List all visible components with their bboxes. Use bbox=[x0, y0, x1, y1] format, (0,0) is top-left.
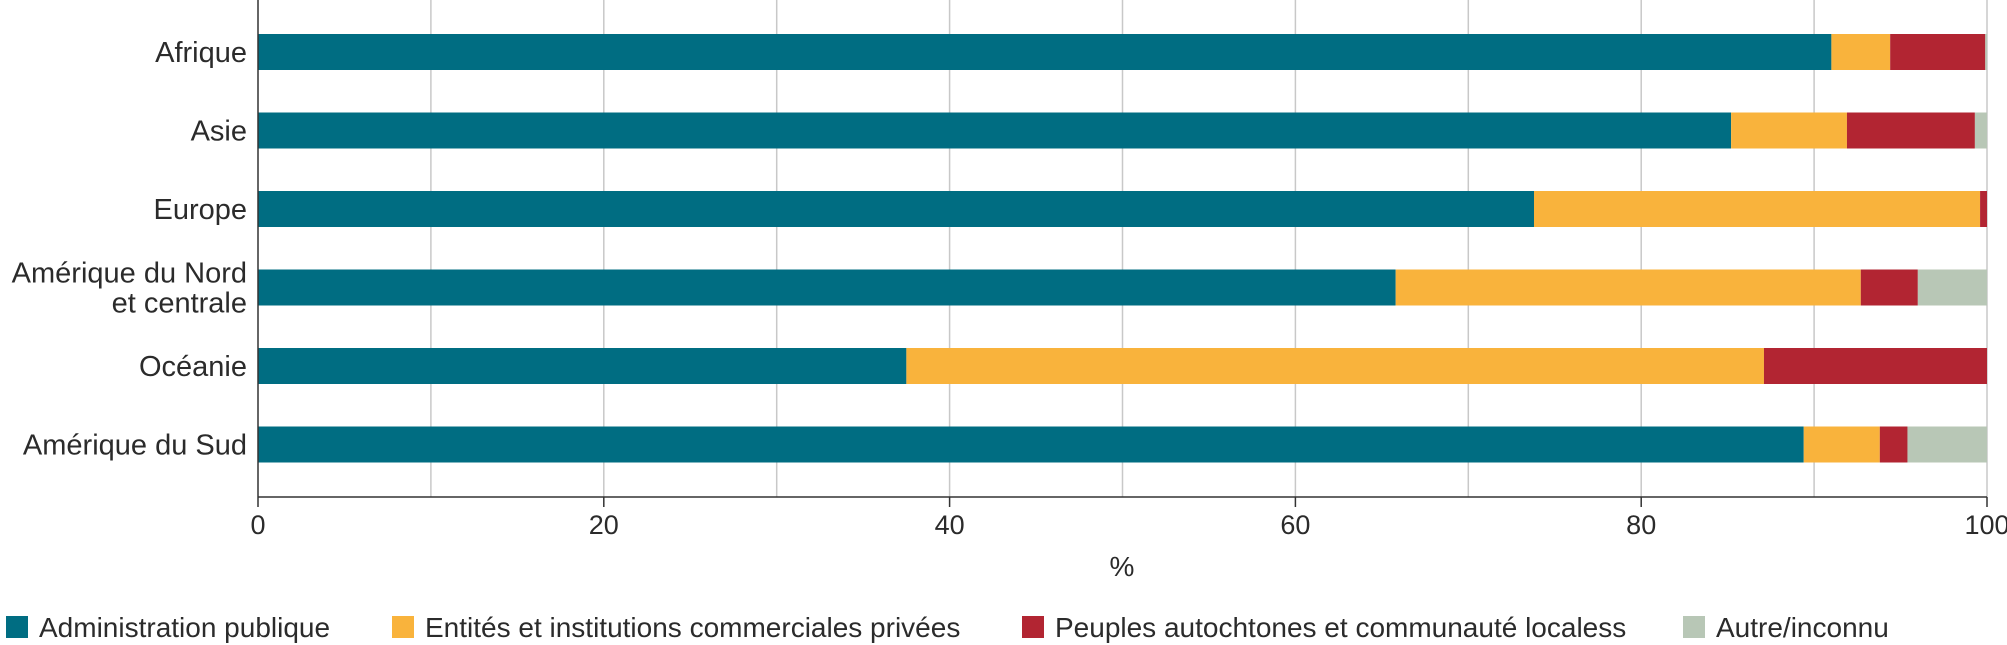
bar-segment bbox=[258, 34, 1832, 70]
category-label: et centrale bbox=[112, 288, 247, 320]
legend: Administration publique Entités et instit… bbox=[6, 612, 1889, 643]
bar-segment bbox=[258, 112, 1732, 149]
bars bbox=[258, 34, 1987, 463]
category-label: Amérique du Nord bbox=[12, 258, 247, 290]
bar-segment bbox=[1846, 112, 1975, 149]
legend-label: Autre/inconnu bbox=[1716, 612, 1889, 643]
bar-segment bbox=[1731, 112, 1847, 149]
bar-segment bbox=[258, 191, 1535, 227]
legend-label: Administration publique bbox=[39, 612, 330, 643]
bar-segment bbox=[1974, 112, 1987, 149]
legend-swatch bbox=[6, 616, 28, 638]
x-tick-label: 40 bbox=[935, 510, 965, 540]
category-label: Europe bbox=[153, 194, 247, 226]
bar-segment bbox=[258, 348, 907, 384]
gridlines bbox=[430, 0, 1988, 497]
x-tick-label: 100 bbox=[1964, 510, 2007, 540]
legend-swatch bbox=[1683, 616, 1705, 638]
category-label: Asie bbox=[191, 116, 247, 148]
legend-swatch bbox=[1022, 616, 1044, 638]
x-tick-label: 60 bbox=[1280, 510, 1310, 540]
bar-segment bbox=[1395, 269, 1861, 306]
category-label: Amérique du Sud bbox=[23, 430, 247, 462]
bar-segment bbox=[258, 269, 1396, 306]
bar-segment bbox=[1763, 348, 1987, 384]
x-tick-label: 80 bbox=[1626, 510, 1656, 540]
category-label: Afrique bbox=[155, 37, 247, 69]
bar-segment bbox=[1917, 269, 1987, 306]
bar-segment bbox=[1831, 34, 1891, 70]
bar-segment bbox=[1890, 34, 1986, 70]
bar-segment bbox=[1803, 426, 1880, 463]
x-tick-label: 0 bbox=[250, 510, 265, 540]
bar-segment bbox=[1980, 191, 1987, 227]
legend-label: Peuples autochtones et communauté locale… bbox=[1055, 612, 1626, 643]
bar-segment bbox=[258, 426, 1804, 463]
x-tick-label: 20 bbox=[589, 510, 619, 540]
bar-segment bbox=[1534, 191, 1981, 227]
bar-segment bbox=[1907, 426, 1987, 463]
x-ticks: 0 20 40 60 80 100 bbox=[250, 497, 2007, 540]
legend-label: Entités et institutions commerciales pri… bbox=[425, 612, 960, 643]
bar-segment bbox=[1985, 34, 1987, 70]
bar-segment bbox=[906, 348, 1764, 384]
bar-segment bbox=[1860, 269, 1918, 306]
x-axis-label: % bbox=[1110, 551, 1135, 582]
legend-swatch bbox=[392, 616, 414, 638]
category-label: Océanie bbox=[139, 351, 247, 383]
x-axis bbox=[257, 0, 1987, 498]
bar-segment bbox=[1879, 426, 1908, 463]
